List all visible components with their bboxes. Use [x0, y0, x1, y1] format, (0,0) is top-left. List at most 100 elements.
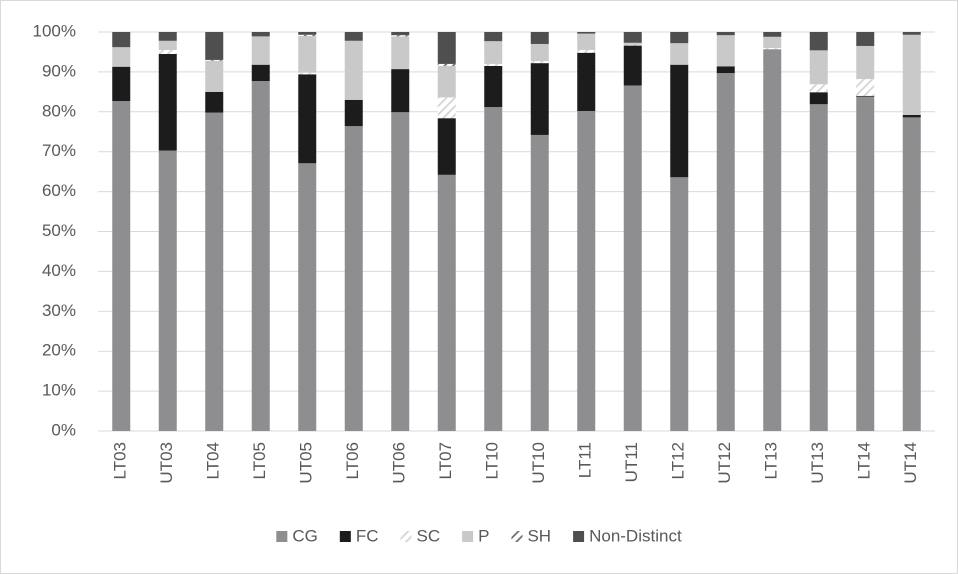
x-tick-label: LT14 — [855, 442, 874, 480]
bar-segment — [437, 174, 456, 432]
y-tick-label: 10% — [42, 381, 76, 400]
y-tick-label: 0% — [51, 420, 76, 439]
bar-segment — [344, 32, 363, 41]
legend-label: SH — [527, 526, 551, 545]
bar-segment — [809, 104, 828, 432]
bar-segment — [298, 32, 317, 35]
bar-segment — [856, 79, 875, 96]
legend-swatch — [462, 531, 474, 542]
bar-segment — [391, 112, 410, 431]
legend-swatch — [573, 531, 585, 542]
bar-segment — [856, 45, 875, 80]
bar-segment — [484, 65, 503, 108]
bar-segment — [298, 34, 317, 36]
bar-segment — [623, 44, 642, 46]
bar-segment — [809, 92, 828, 105]
bar-segment — [856, 96, 875, 431]
bar-segment — [809, 50, 828, 85]
legend-swatch — [511, 531, 523, 542]
y-tick-label: 50% — [42, 221, 76, 240]
legend-label: FC — [356, 526, 379, 545]
y-tick-label: 90% — [42, 61, 76, 80]
bar-segment — [716, 35, 735, 67]
bar-segment — [251, 64, 270, 82]
bar-segment — [716, 73, 735, 432]
x-tick-label: LT10 — [483, 442, 502, 480]
bar-segment — [577, 111, 596, 431]
bar-segment — [856, 95, 875, 97]
bar-segment — [437, 65, 456, 98]
bar-segment — [112, 101, 131, 431]
bar-segment — [763, 47, 782, 50]
y-tick-label: 80% — [42, 101, 76, 120]
bar-segment — [437, 32, 456, 64]
bar-segment — [112, 66, 131, 102]
bar-segment — [391, 69, 410, 113]
bar-segment — [716, 66, 735, 74]
x-tick-label: UT12 — [715, 442, 734, 484]
bar-segment — [809, 84, 828, 93]
bar-segment — [205, 32, 224, 60]
bar-segment — [112, 32, 131, 48]
y-tick-label: 40% — [42, 261, 76, 280]
bar-segment — [437, 97, 456, 119]
bar-segment — [251, 36, 270, 65]
legend: CG FC SC P SH Non-Distinct — [276, 526, 682, 545]
bar-segment — [902, 34, 921, 115]
legend-swatch — [339, 531, 351, 542]
x-tick-label: LT06 — [343, 442, 362, 480]
x-tick-label: LT13 — [762, 442, 781, 480]
bar-segment — [577, 33, 596, 50]
bar-segment — [763, 36, 782, 48]
bar-segment — [763, 49, 782, 431]
x-tick-label: UT10 — [529, 442, 548, 484]
y-tick-label: 100% — [33, 21, 76, 40]
bar-segment — [391, 35, 410, 37]
bar-segment — [530, 63, 549, 135]
x-tick-label: LT03 — [111, 442, 130, 480]
bar-segment — [344, 126, 363, 431]
bar-segment — [158, 150, 177, 432]
bar-segment — [670, 32, 689, 44]
bar-segment — [298, 163, 317, 431]
bar-segment — [670, 43, 689, 65]
bar-segment — [530, 32, 549, 44]
bar-segment — [577, 49, 596, 53]
bar-segment — [344, 99, 363, 127]
bar-segment — [902, 32, 921, 35]
x-tick-label: LT04 — [204, 442, 223, 480]
bar-segment — [623, 42, 642, 45]
x-tick-label: LT12 — [669, 442, 688, 480]
bar-segment — [809, 32, 828, 51]
bar-segment — [205, 59, 224, 61]
bar-segment — [716, 32, 735, 36]
bar-segment — [530, 134, 549, 431]
bar-segment — [251, 32, 270, 37]
legend-label: SC — [416, 526, 440, 545]
bar-segment — [205, 112, 224, 432]
x-tick-label: LT11 — [576, 442, 595, 478]
bar-segment — [623, 32, 642, 43]
x-tick-label: UT14 — [901, 442, 920, 484]
x-tick-label: UT05 — [297, 442, 316, 484]
bar-segment — [344, 40, 363, 100]
bar-segment — [577, 52, 596, 112]
bar-segment — [856, 32, 875, 46]
y-tick-label: 20% — [42, 341, 76, 360]
bar-segment — [251, 81, 270, 432]
bar-segment — [112, 47, 131, 67]
bar-segment — [298, 35, 317, 73]
bar-segment — [158, 32, 177, 41]
x-tick-label: LT05 — [250, 442, 269, 480]
bar-segment — [158, 53, 177, 151]
x-tick-label: UT03 — [157, 442, 176, 484]
y-tick-label: 30% — [42, 301, 76, 320]
bar-segment — [530, 61, 549, 64]
bar-segment — [577, 32, 596, 34]
bar-segment — [623, 85, 642, 431]
bar-segment — [437, 63, 456, 66]
bar-segment — [670, 177, 689, 431]
bar-segment — [484, 107, 503, 432]
bar-segment — [530, 43, 549, 62]
bar-segment — [298, 72, 317, 75]
